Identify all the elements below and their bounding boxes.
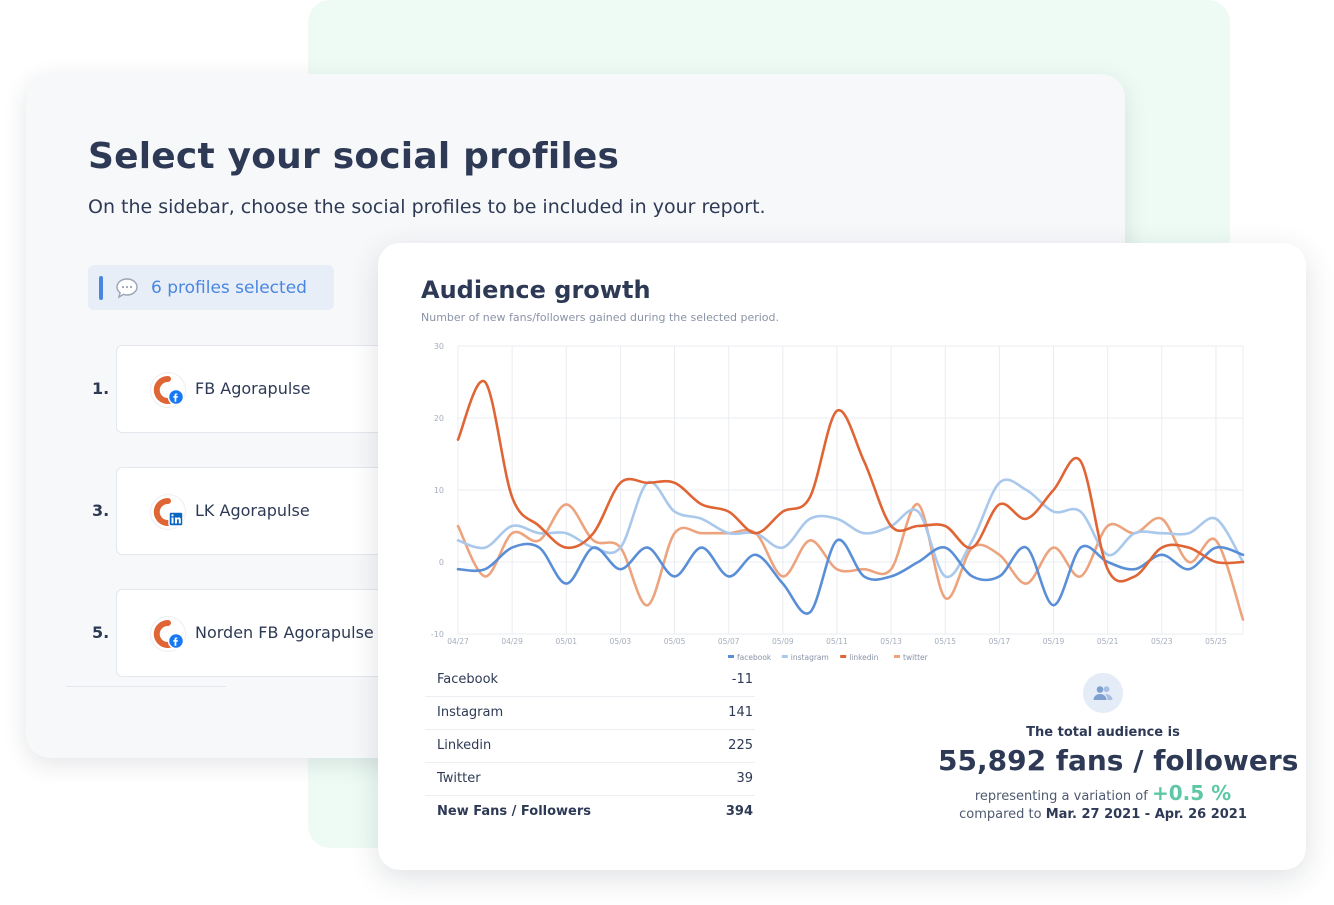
legend-swatch-linkedin [840,655,847,658]
profile-number: 3. [92,501,110,520]
x-tick-label: 05/19 [1043,637,1065,646]
stat-label: Facebook [437,672,499,687]
x-tick-label: 04/29 [501,637,523,646]
x-tick-label: 05/15 [934,637,956,646]
table-row: Linkedin 225 [425,730,755,763]
stat-value: -11 [731,672,753,687]
legend-swatch-twitter [894,655,900,658]
x-tick-label: 05/01 [555,637,577,646]
stat-value: 141 [728,705,753,720]
profile-row[interactable]: 5. Norden FB Agorapulse [88,589,436,677]
series-line-facebook [456,538,1245,615]
stat-value: 394 [725,804,753,819]
table-row-total: New Fans / Followers 394 [425,796,755,829]
x-tick-label: 05/11 [826,637,848,646]
profile-number: 1. [92,379,110,398]
legend-label-instagram: instagram [791,653,829,662]
profiles-subtitle: On the sidebar, choose the social profil… [88,196,766,218]
profiles-title: Select your social profiles [88,136,620,177]
x-tick-label: 05/09 [772,637,794,646]
x-tick-label: 05/05 [664,637,686,646]
profile-name: FB Agorapulse [195,379,311,398]
stat-label: Twitter [437,771,481,786]
variation-line: representing a variation of +0.5 % [938,781,1268,805]
divider [66,686,226,687]
stat-value: 225 [728,738,753,753]
series-line-linkedin [456,379,1245,583]
variation-value: +0.5 % [1151,781,1232,805]
legend-label-facebook: facebook [737,653,772,662]
agorapulse-facebook-avatar-icon [151,373,185,407]
audience-stats-table: Facebook -11 Instagram 141 Linkedin 225 … [425,664,755,829]
x-tick-label: 05/17 [989,637,1011,646]
x-tick-label: 05/07 [718,637,740,646]
y-tick-label: 0 [439,558,444,567]
profile-row[interactable]: 3. LK Agorapulse [88,467,436,555]
compare-range: Mar. 27 2021 - Apr. 26 2021 [1045,807,1247,822]
table-row: Facebook -11 [425,664,755,697]
profiles-selected-badge[interactable]: 6 profiles selected [88,265,334,310]
total-audience-value: 55,892 fans / followers [938,744,1299,777]
variation-prefix: representing a variation of [974,789,1148,804]
table-row: Twitter 39 [425,763,755,796]
profile-name: Norden FB Agorapulse [195,623,374,642]
agorapulse-facebook-avatar-icon [151,617,185,651]
x-tick-label: 05/03 [610,637,632,646]
legend-label-twitter: twitter [903,653,929,662]
audience-growth-card: Audience growth Number of new fans/follo… [378,243,1306,870]
total-audience-block: The total audience is 55,892 fans / foll… [938,673,1299,822]
profiles-selected-label: 6 profiles selected [151,277,307,298]
legend-label-linkedin: linkedin [849,653,878,662]
profile-number: 5. [92,623,110,642]
stat-value: 39 [736,771,753,786]
profile-row[interactable]: 1. FB Agorapulse [88,345,436,433]
y-tick-label: 10 [434,486,444,495]
agorapulse-linkedin-avatar-icon [151,495,185,529]
stat-label: New Fans / Followers [437,804,592,819]
y-tick-label: -10 [431,630,444,639]
legend-swatch-facebook [728,655,734,658]
users-icon [1083,673,1123,713]
x-tick-label: 04/27 [447,637,469,646]
y-tick-label: 20 [434,414,444,423]
x-tick-label: 05/25 [1205,637,1227,646]
audience-growth-subtitle: Number of new fans/followers gained duri… [421,311,779,324]
compare-line: compared to Mar. 27 2021 - Apr. 26 2021 [938,807,1268,822]
x-tick-label: 05/13 [880,637,902,646]
profile-name: LK Agorapulse [195,501,310,520]
audience-growth-title: Audience growth [421,276,651,304]
table-row: Instagram 141 [425,697,755,730]
chat-bubble-icon [115,276,139,300]
x-tick-label: 05/23 [1151,637,1173,646]
total-audience-label: The total audience is [1026,725,1180,740]
stat-label: Instagram [437,705,504,720]
pill-accent-bar [99,275,103,300]
x-tick-label: 05/21 [1097,637,1119,646]
y-tick-label: 30 [434,342,444,351]
legend-swatch-instagram [781,655,788,658]
stat-label: Linkedin [437,738,492,753]
compare-prefix: compared to [959,807,1042,822]
audience-growth-chart: -10 0 10 20 30 04/27 04/29 05/01 05/03 05/05 05/07… [431,342,1245,662]
